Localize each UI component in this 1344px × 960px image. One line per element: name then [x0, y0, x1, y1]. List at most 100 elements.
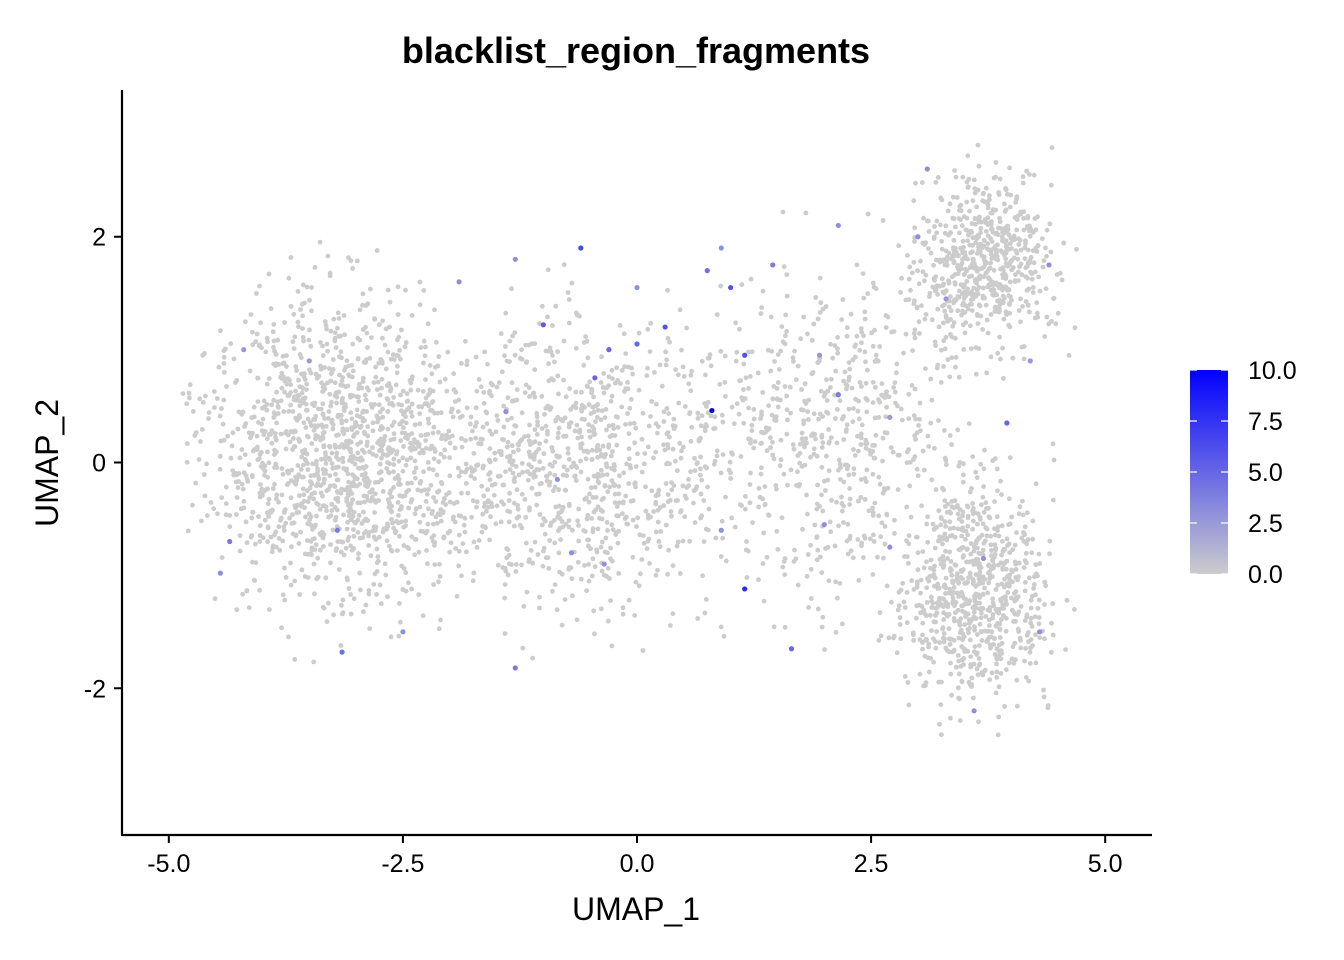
- cell-point: [1014, 217, 1020, 223]
- cell-point: [314, 447, 319, 453]
- cell-point: [386, 445, 392, 451]
- cell-point: [351, 596, 357, 602]
- cell-point: [946, 612, 952, 617]
- cell-point: [666, 547, 671, 553]
- cell-point: [998, 226, 1004, 231]
- cell-point: [822, 647, 827, 653]
- cell-point: [288, 382, 294, 388]
- cell-point: [409, 447, 414, 453]
- cell-point: [389, 494, 394, 500]
- cell-point: [558, 509, 564, 515]
- cell-point: [903, 331, 909, 337]
- cell-point: [356, 394, 361, 400]
- cell-point: [390, 520, 395, 526]
- cell-point: [834, 499, 839, 505]
- cell-point: [992, 499, 997, 504]
- cell-point: [409, 401, 415, 407]
- cell-point: [315, 473, 321, 478]
- cell-point: [237, 548, 243, 554]
- cell-point: [918, 610, 923, 616]
- cell-point: [981, 237, 987, 243]
- cell-point: [403, 588, 409, 594]
- cell-point: [608, 545, 613, 551]
- cell-point: [524, 589, 530, 595]
- cell-point: [464, 405, 470, 411]
- cell-point: [933, 287, 939, 292]
- cell-point: [1041, 258, 1047, 264]
- cell-point: [458, 513, 464, 519]
- cell-point: [547, 482, 552, 488]
- cell-point: [951, 647, 957, 653]
- cell-point: [969, 684, 974, 689]
- cell-point: [258, 320, 263, 326]
- cell-point: [795, 363, 801, 369]
- cell-point: [856, 498, 861, 504]
- cell-point: [870, 379, 876, 385]
- cell-point: [904, 449, 910, 455]
- cell-point: [1028, 597, 1034, 603]
- cell-point: [476, 441, 481, 446]
- cell-point: [438, 451, 444, 457]
- cell-point: [1022, 532, 1028, 537]
- cell-point: [554, 607, 560, 613]
- cell-point: [969, 289, 975, 295]
- cell-point: [311, 472, 317, 478]
- cell-point: [950, 592, 955, 597]
- cell-point: [436, 354, 442, 359]
- cell-point: [781, 471, 787, 477]
- cell-point: [640, 648, 646, 653]
- cell-point: [1002, 547, 1008, 552]
- cell-point: [344, 496, 350, 501]
- cell-point: [297, 493, 302, 499]
- cell-point: [300, 335, 306, 340]
- cell-point: [328, 542, 333, 547]
- cell-point: [243, 421, 249, 426]
- cell-point: [729, 515, 734, 521]
- cell-point: [949, 572, 955, 578]
- cell-point: [883, 325, 889, 330]
- cell-point: [198, 439, 203, 444]
- cell-point: [932, 575, 938, 581]
- cell-point: [290, 409, 296, 414]
- cell-point: [371, 380, 377, 385]
- cell-point: [595, 504, 601, 510]
- cell-point: [933, 487, 939, 493]
- cell-point: [234, 607, 240, 613]
- cell-point: [576, 523, 581, 528]
- cell-point: [401, 444, 406, 449]
- cell-point: [817, 411, 823, 417]
- cell-point: [548, 523, 553, 528]
- cell-point: [385, 409, 391, 414]
- cell-point: [432, 539, 438, 545]
- cell-point: [391, 462, 397, 467]
- cell-point: [366, 387, 371, 393]
- cell-point: [599, 568, 605, 574]
- cell-point: [412, 537, 418, 542]
- cell-point: [951, 216, 957, 222]
- cell-point: [359, 521, 365, 526]
- cell-point: [949, 442, 954, 447]
- cell-point: [950, 194, 956, 200]
- cell-point: [391, 456, 397, 462]
- cell-point: [760, 288, 766, 294]
- cell-point: [239, 447, 245, 452]
- cell-point: [749, 349, 755, 355]
- cell-point: [265, 339, 270, 345]
- cell-point: [456, 548, 462, 554]
- cell-point: [818, 388, 824, 394]
- cell-point: [324, 380, 330, 386]
- cell-point: [918, 577, 924, 583]
- cell-point: [1016, 511, 1022, 517]
- cell-point: [288, 402, 293, 408]
- cell-point: [817, 554, 823, 560]
- cell-point: [615, 540, 621, 546]
- cell-point: [1013, 619, 1018, 624]
- cell-point: [776, 367, 782, 372]
- cell-point: [262, 517, 268, 523]
- cell-point: [515, 506, 521, 512]
- cell-point: [530, 655, 536, 661]
- cell-point: [354, 407, 360, 413]
- cell-point: [578, 458, 583, 464]
- cell-point: [406, 405, 412, 411]
- cell-point: [513, 562, 519, 567]
